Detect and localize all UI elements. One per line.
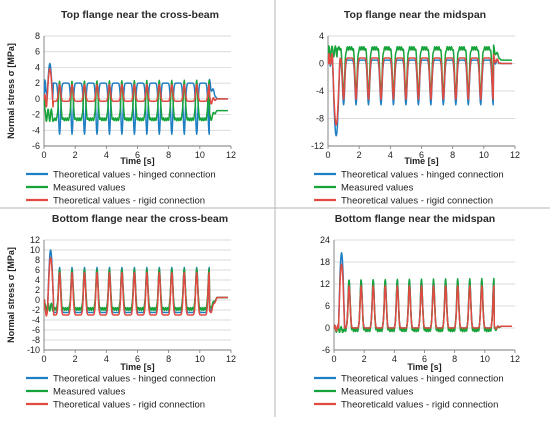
legend-label: Measured values	[53, 183, 126, 194]
legend-label: Measured values	[341, 387, 414, 398]
chart-title: Bottom flange near the cross-beam	[52, 213, 228, 225]
x-tick-label: 6	[422, 354, 427, 364]
y-tick-label: -4	[316, 86, 324, 96]
x-tick-label: 0	[41, 354, 46, 364]
y-tick-label: -6	[32, 141, 40, 151]
y-tick-label: 6	[35, 47, 40, 57]
x-tick-label: 8	[452, 354, 457, 364]
y-tick-label: 12	[30, 235, 40, 245]
chart-title: Top flange near the cross-beam	[61, 9, 219, 21]
legend-label: Theoretical values - rigid connection	[341, 196, 493, 207]
x-tick-label: 0	[41, 150, 46, 160]
y-axis-label: Normal stress σ [MPa]	[6, 43, 16, 139]
legend-label: Measured values	[53, 387, 126, 398]
chart-panel-1: Top flange near the cross-beam -6 -4 -2 0 2 4 6…	[6, 9, 236, 207]
chart-panel-4: Bottom flange near the midspan-606121824…	[314, 213, 520, 411]
y-tick-label: -12	[311, 141, 324, 151]
x-axis-label: Time [s]	[120, 362, 154, 372]
chart-legend: Theoretical values - hinged connection Me…	[26, 170, 216, 207]
legend-label: Theoretical values - hinged connection	[53, 374, 216, 385]
y-tick-label: 4	[35, 275, 40, 285]
x-tick-label: 0	[325, 150, 330, 160]
y-tick-label: -8	[316, 114, 324, 124]
y-tick-label: 2	[35, 285, 40, 295]
y-tick-label: 4	[319, 31, 324, 41]
y-tick-label: -6	[32, 325, 40, 335]
chart-panel-3: Bottom flange near the cross-beam -10-8-6…	[6, 213, 236, 411]
y-tick-label: -10	[27, 345, 40, 355]
series-line-3	[43, 256, 229, 317]
y-tick-label: 0	[35, 295, 40, 305]
y-tick-label: -4	[32, 315, 40, 325]
series-line-3	[333, 263, 513, 332]
legend-label: Theoreticald values - rigid connection	[341, 400, 498, 411]
chart-legend: Theoretical values - hinged connection Me…	[26, 374, 216, 411]
x-tick-label: 4	[392, 354, 397, 364]
y-tick-label: 4	[35, 62, 40, 72]
x-axis-label: Time [s]	[120, 156, 154, 166]
legend-label: Theoretical values - rigid connection	[53, 400, 205, 411]
y-tick-label: 0	[325, 323, 330, 333]
y-tick-label: 0	[319, 59, 324, 69]
y-tick-label: 8	[35, 255, 40, 265]
legend-label: Theoretical values - hinged connection	[341, 170, 504, 181]
y-tick-label: 0	[35, 94, 40, 104]
legend-label: Theoretical values - hinged connection	[341, 374, 504, 385]
series-line-3	[327, 52, 513, 126]
x-tick-label: 6	[419, 150, 424, 160]
legend-label: Theoretical values - hinged connection	[53, 170, 216, 181]
chart-legend: Theoretical values - hinged connection Me…	[314, 374, 504, 411]
x-tick-label: 2	[357, 150, 362, 160]
x-tick-label: 6	[135, 150, 140, 160]
x-tick-label: 2	[73, 150, 78, 160]
chart-title: Top flange near the midspan	[344, 9, 486, 21]
y-tick-label: 6	[325, 301, 330, 311]
y-tick-label: 2	[35, 78, 40, 88]
x-tick-label: 12	[226, 150, 236, 160]
x-axis-label: Time [s]	[404, 156, 438, 166]
x-tick-label: 4	[388, 150, 393, 160]
y-axis-label: Normal stress σ [MPa]	[6, 247, 16, 343]
chart-panel-2: Top flange near the midspan -12 -8 -4 0 4 0 2 4 6…	[311, 9, 520, 207]
x-tick-label: 8	[450, 150, 455, 160]
y-tick-label: 24	[320, 235, 330, 245]
x-tick-label: 4	[104, 150, 109, 160]
y-tick-label: 12	[320, 279, 330, 289]
x-tick-label: 2	[73, 354, 78, 364]
y-tick-label: -2	[32, 305, 40, 315]
x-tick-label: 10	[479, 150, 489, 160]
chart-legend: Theoretical values - hinged connection Me…	[314, 170, 504, 207]
x-tick-label: 8	[166, 150, 171, 160]
y-tick-label: -2	[32, 110, 40, 120]
x-tick-label: 10	[480, 354, 490, 364]
x-tick-label: 12	[226, 354, 236, 364]
y-tick-label: -6	[322, 345, 330, 355]
x-tick-label: 4	[104, 354, 109, 364]
y-tick-label: 6	[35, 265, 40, 275]
series-line-3	[43, 68, 229, 108]
x-axis-label: Time [s]	[407, 362, 441, 372]
x-tick-label: 8	[166, 354, 171, 364]
legend-label: Theoretical values - rigid connection	[53, 196, 205, 207]
x-tick-label: 6	[135, 354, 140, 364]
x-tick-label: 12	[510, 150, 520, 160]
y-tick-label: 18	[320, 257, 330, 267]
y-tick-label: 10	[30, 245, 40, 255]
x-tick-label: 0	[331, 354, 336, 364]
x-tick-label: 2	[362, 354, 367, 364]
x-tick-label: 10	[195, 354, 205, 364]
x-tick-label: 10	[195, 150, 205, 160]
x-tick-label: 12	[510, 354, 520, 364]
y-tick-label: -8	[32, 335, 40, 345]
chart-title: Bottom flange near the midspan	[335, 213, 495, 225]
y-tick-label: 8	[35, 31, 40, 41]
legend-label: Measured values	[341, 183, 414, 194]
y-tick-label: -4	[32, 125, 40, 135]
